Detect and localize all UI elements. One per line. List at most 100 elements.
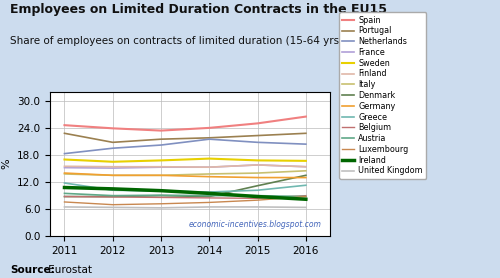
Germany xyxy=(62,171,68,175)
Luxembourg xyxy=(110,203,116,206)
Netherlands xyxy=(303,142,309,146)
France xyxy=(206,165,212,169)
Spain xyxy=(254,122,260,125)
Belgium xyxy=(254,197,260,200)
United Kingdom xyxy=(206,205,212,208)
Austria xyxy=(62,192,68,195)
Text: Eurostat: Eurostat xyxy=(45,265,92,275)
Germany xyxy=(206,175,212,178)
Ireland xyxy=(110,187,116,190)
Greece xyxy=(303,183,309,187)
Sweden xyxy=(62,158,68,161)
Ireland xyxy=(158,189,164,192)
Sweden xyxy=(206,157,212,160)
Text: Employees on Limited Duration Contracts in the EU15: Employees on Limited Duration Contracts … xyxy=(10,3,387,16)
United Kingdom xyxy=(254,205,260,208)
United Kingdom xyxy=(303,206,309,209)
Austria xyxy=(303,195,309,198)
Belgium xyxy=(158,196,164,199)
Belgium xyxy=(110,195,116,199)
Italy xyxy=(254,171,260,175)
Line: Luxembourg: Luxembourg xyxy=(64,197,306,205)
Denmark xyxy=(254,184,260,187)
Line: Italy: Italy xyxy=(64,171,306,175)
Line: United Kingdom: United Kingdom xyxy=(64,207,306,208)
Greece xyxy=(62,181,68,185)
Line: Germany: Germany xyxy=(64,173,306,178)
Denmark xyxy=(158,194,164,197)
Greece xyxy=(254,188,260,192)
Finland xyxy=(303,165,309,168)
Text: Share of employees on contracts of limited duration (15-64 yrs): Share of employees on contracts of limit… xyxy=(10,36,343,46)
Austria xyxy=(254,194,260,197)
Luxembourg xyxy=(206,201,212,204)
Netherlands xyxy=(158,143,164,147)
Text: economic-incentives.blogspot.com: economic-incentives.blogspot.com xyxy=(188,220,322,229)
Line: Netherlands: Netherlands xyxy=(64,139,306,154)
Germany xyxy=(303,176,309,179)
Greece xyxy=(206,190,212,194)
Y-axis label: %: % xyxy=(2,159,12,169)
Sweden xyxy=(110,160,116,163)
Netherlands xyxy=(110,147,116,150)
Line: Sweden: Sweden xyxy=(64,158,306,162)
Netherlands xyxy=(206,138,212,141)
Italy xyxy=(303,169,309,172)
Luxembourg xyxy=(62,200,68,203)
Sweden xyxy=(158,159,164,162)
Denmark xyxy=(62,195,68,198)
Spain xyxy=(62,123,68,127)
France xyxy=(254,163,260,167)
Line: Austria: Austria xyxy=(64,193,306,197)
Germany xyxy=(254,176,260,179)
United Kingdom xyxy=(158,206,164,210)
Ireland xyxy=(62,186,68,189)
Finland xyxy=(110,165,116,168)
Line: Ireland: Ireland xyxy=(64,187,306,199)
Italy xyxy=(62,172,68,176)
France xyxy=(110,167,116,170)
Line: Denmark: Denmark xyxy=(64,175,306,197)
Line: Greece: Greece xyxy=(64,183,306,192)
Belgium xyxy=(303,194,309,197)
Line: Belgium: Belgium xyxy=(64,196,306,198)
Spain xyxy=(206,126,212,130)
Netherlands xyxy=(62,152,68,155)
Line: Spain: Spain xyxy=(64,116,306,131)
Line: Portugal: Portugal xyxy=(64,133,306,142)
Denmark xyxy=(303,174,309,177)
Finland xyxy=(254,163,260,167)
Netherlands xyxy=(254,141,260,144)
Germany xyxy=(158,174,164,177)
Italy xyxy=(206,172,212,176)
Luxembourg xyxy=(303,195,309,198)
Ireland xyxy=(303,198,309,201)
Italy xyxy=(158,174,164,177)
Legend: Spain, Portugal, Netherlands, France, Sweden, Finland, Italy, Denmark, Germany, : Spain, Portugal, Netherlands, France, Sw… xyxy=(339,12,426,179)
Luxembourg xyxy=(158,202,164,205)
Spain xyxy=(158,129,164,132)
Denmark xyxy=(110,195,116,198)
Belgium xyxy=(62,195,68,198)
Portugal xyxy=(62,131,68,135)
Greece xyxy=(110,188,116,192)
Sweden xyxy=(254,159,260,162)
Portugal xyxy=(303,131,309,135)
Austria xyxy=(158,193,164,197)
Austria xyxy=(206,194,212,197)
Portugal xyxy=(110,141,116,144)
Text: Source:: Source: xyxy=(10,265,55,275)
Germany xyxy=(110,174,116,177)
United Kingdom xyxy=(62,205,68,208)
Sweden xyxy=(303,159,309,163)
Spain xyxy=(303,115,309,118)
Belgium xyxy=(206,196,212,200)
Line: Finland: Finland xyxy=(64,165,306,167)
France xyxy=(303,165,309,168)
Finland xyxy=(62,165,68,168)
Greece xyxy=(158,190,164,193)
Spain xyxy=(110,127,116,130)
Austria xyxy=(110,194,116,197)
Denmark xyxy=(206,195,212,198)
Line: France: France xyxy=(64,165,306,168)
